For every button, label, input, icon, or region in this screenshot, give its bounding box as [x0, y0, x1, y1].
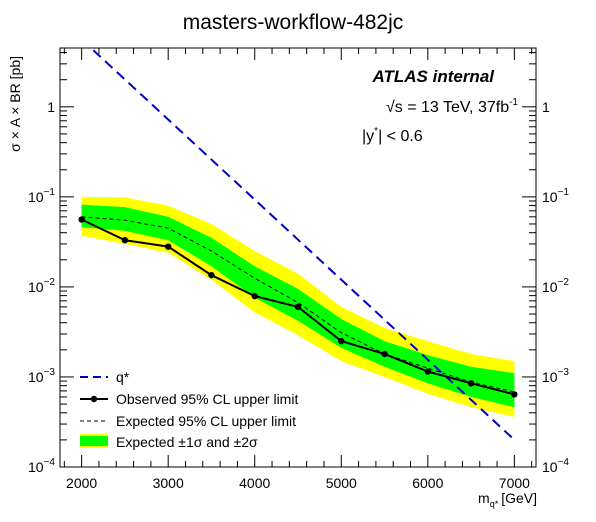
- y-tick-label-left-base: 1: [47, 99, 55, 115]
- observed-point: [208, 271, 215, 279]
- y-tick-label-right-exp: −1: [558, 187, 570, 198]
- cut-label: |y*| < 0.6: [362, 126, 423, 145]
- y-tick-label-left-base: 10: [28, 189, 44, 205]
- y-tick-label-left: 10−3: [28, 367, 55, 385]
- frame-layer: 2000 3000 4000 5000 6000 700010−410−310−210−1…: [28, 47, 569, 491]
- x-tick-label: 6000: [412, 475, 443, 491]
- observed-point: [511, 391, 518, 398]
- observed-point: [251, 292, 258, 300]
- y-tick-label-left: 10−2: [28, 277, 55, 295]
- y-tick-label-right-base: 10: [542, 189, 558, 205]
- observed-point: [164, 243, 172, 250]
- energy-label-sup: -1: [509, 97, 518, 108]
- y-tick-label-left-base: 10: [28, 369, 44, 385]
- x-axis-label-sub: q*: [490, 499, 499, 509]
- legend-label-expected: Expected 95% CL upper limit: [116, 413, 296, 429]
- lines-layer: [78, 48, 518, 441]
- y-tick-label-right: 1: [542, 99, 550, 115]
- y-tick-label-right-exp: −4: [558, 457, 570, 468]
- x-tick-label: 5000: [326, 475, 357, 491]
- y-tick-label-left: 10−4: [28, 457, 55, 475]
- y-tick-label-right-base: 10: [542, 279, 558, 295]
- cut-label-sup: *: [374, 126, 378, 137]
- y-tick-label-left-base: 10: [28, 279, 44, 295]
- observed-point: [294, 303, 302, 311]
- y-tick-label-right-base: 10: [542, 369, 558, 385]
- y-tick-label-left-exp: −2: [44, 277, 56, 288]
- energy-label: √s = 13 TeV, 37fb-1: [386, 97, 518, 116]
- y-tick-label-right-exp: −3: [558, 367, 570, 378]
- x-tick-label: 4000: [239, 475, 270, 491]
- y-tick-label-right-base: 1: [542, 99, 550, 115]
- legend: q* Observed 95% CL upper limit Expected …: [80, 369, 298, 450]
- y-tick-label-right: 10−4: [542, 457, 569, 475]
- y-tick-label-left-exp: −1: [44, 187, 56, 198]
- x-tick-label: 7000: [499, 475, 530, 491]
- y-tick-label-right: 10−2: [542, 277, 569, 295]
- y-tick-label-left-base: 10: [28, 459, 44, 475]
- x-tick-label: 3000: [153, 475, 184, 491]
- y-tick-label-left-exp: −3: [44, 367, 56, 378]
- observed-point: [381, 350, 388, 358]
- observed-point: [121, 237, 129, 244]
- chart-title: masters-workflow-482jc: [183, 11, 404, 34]
- observed-point: [424, 368, 432, 375]
- plot-frame: [59, 47, 537, 468]
- x-axis-label-unit: [GeV]: [501, 490, 537, 506]
- x-axis-label-main: m: [478, 490, 490, 506]
- atlas-label: ATLAS internal: [371, 67, 495, 86]
- labels-layer: masters-workflow-482jc σ × A × BR [pb] m…: [7, 11, 537, 509]
- expected-limit-line: [81, 216, 515, 393]
- y-tick-label-right: 10−1: [542, 187, 569, 205]
- legend-label-bands: Expected ±1σ and ±2σ: [116, 434, 258, 450]
- y-tick-label-left-exp: −4: [44, 457, 56, 468]
- x-axis-label: mq* [GeV]: [478, 490, 537, 509]
- legend-swatch-observed-marker: [90, 395, 98, 403]
- y-tick-label-right: 10−3: [542, 367, 569, 385]
- x-tick-label: 2000: [66, 475, 97, 491]
- legend-swatch-band-inner: [80, 436, 108, 446]
- y-axis-label: σ × A × BR [pb]: [7, 56, 23, 152]
- energy-label-main: √s = 13 TeV, 37fb: [386, 99, 509, 116]
- legend-label-theory: q*: [116, 369, 130, 385]
- y-tick-label-left: 1: [47, 99, 55, 115]
- observed-point: [78, 216, 85, 223]
- y-tick-label-left: 10−1: [28, 187, 55, 205]
- y-tick-label-right-exp: −2: [558, 277, 570, 288]
- cut-label-prefix: |y: [362, 128, 374, 145]
- legend-label-observed: Observed 95% CL upper limit: [116, 391, 298, 407]
- observed-point: [338, 337, 345, 345]
- theory-qstar-line: [89, 48, 516, 441]
- y-tick-label-right-base: 10: [542, 459, 558, 475]
- cut-label-suffix: | < 0.6: [378, 128, 423, 145]
- observed-point: [467, 380, 475, 387]
